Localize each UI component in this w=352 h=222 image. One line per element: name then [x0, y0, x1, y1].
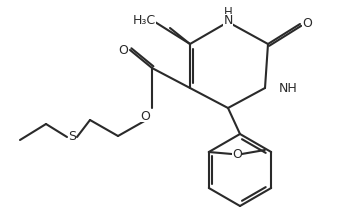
Text: O: O — [118, 44, 128, 57]
Text: O: O — [302, 18, 312, 30]
Text: S: S — [68, 131, 76, 143]
Text: H: H — [224, 6, 232, 20]
Text: NH: NH — [279, 81, 298, 95]
Text: O: O — [140, 109, 150, 123]
Text: O: O — [232, 147, 242, 161]
Text: H₃C: H₃C — [133, 14, 156, 28]
Text: N: N — [223, 14, 233, 28]
